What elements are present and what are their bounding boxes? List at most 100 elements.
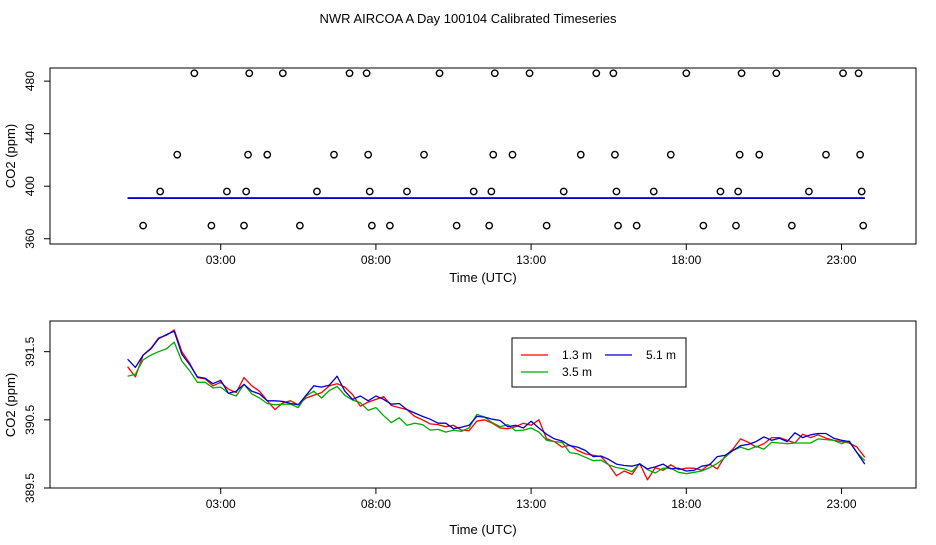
x-tick-label: 08:00 — [361, 497, 391, 511]
calibration-point — [822, 150, 830, 159]
calibration-point — [682, 69, 691, 78]
calibration-point — [854, 69, 863, 78]
bottom-x-axis: 03:00 08:00 13:00 18:00 23:00 — [206, 487, 857, 511]
calibration-point — [609, 69, 618, 78]
legend-label-5-1m: 5.1 m — [646, 348, 676, 362]
calibration-point — [190, 69, 199, 78]
calibration-point — [242, 187, 251, 196]
calibration-point — [278, 69, 287, 78]
figure-title: NWR AIRCOA A Day 100104 Calibrated Times… — [320, 11, 617, 26]
y-tick-label: 390.5 — [23, 404, 37, 434]
calibration-point — [592, 69, 601, 78]
calibration-point — [403, 187, 411, 196]
calibration-point — [632, 221, 641, 230]
calibration-point — [735, 150, 744, 159]
calibration-point — [420, 150, 428, 159]
calibration-point — [330, 150, 338, 159]
calibration-point — [139, 221, 148, 230]
top-x-axis-label: Time (UTC) — [449, 270, 516, 285]
calibration-point — [772, 69, 781, 78]
bottom-series-lines — [127, 329, 866, 481]
calibration-point — [559, 187, 568, 196]
calibration-point — [245, 69, 254, 78]
calibration-point — [787, 221, 796, 230]
calibration-point — [385, 221, 394, 230]
calibration-point — [716, 187, 725, 196]
x-tick-label: 13:00 — [516, 253, 546, 267]
y-tick-label: 391.5 — [23, 336, 37, 366]
calibration-point — [156, 187, 165, 196]
calibration-point — [485, 221, 494, 230]
calibration-point — [576, 150, 585, 159]
y-tick-label: 360 — [23, 228, 37, 248]
calibration-point — [839, 69, 847, 78]
series-line-1-3m — [127, 329, 866, 481]
calibration-point — [612, 187, 621, 196]
legend-box — [511, 337, 687, 388]
calibration-point — [295, 221, 304, 230]
x-tick-label: 03:00 — [206, 253, 236, 267]
calibration-point — [240, 221, 248, 230]
x-tick-label: 03:00 — [206, 497, 236, 511]
x-tick-label: 13:00 — [516, 497, 546, 511]
calibration-point — [755, 150, 764, 159]
top-y-axis: 360 400 440 480 — [23, 71, 51, 249]
top-y-axis-label: CO2 (ppm) — [3, 124, 18, 188]
calibration-point — [859, 221, 868, 230]
calibration-point — [362, 69, 371, 78]
y-tick-label: 400 — [23, 176, 37, 196]
calibration-point — [805, 187, 813, 196]
legend: 1.3 m 5.1 m 3.5 m — [511, 337, 687, 388]
calibration-point — [732, 221, 740, 230]
calibration-point — [542, 221, 551, 230]
calibration-point — [313, 187, 321, 196]
x-tick-label: 18:00 — [671, 253, 701, 267]
y-tick-label: 389.5 — [23, 473, 37, 503]
calibration-point — [223, 187, 231, 196]
calibration-point — [508, 150, 517, 159]
x-tick-label: 23:00 — [826, 253, 856, 267]
calibration-point — [490, 69, 499, 78]
calibration-point — [345, 69, 354, 78]
calibration-point — [469, 187, 478, 196]
calibration-point — [367, 221, 376, 230]
calibration-point — [364, 150, 373, 159]
calibration-point — [487, 187, 496, 196]
calibration-point — [489, 150, 498, 159]
calibration-point — [207, 221, 216, 230]
calibration-point — [737, 69, 746, 78]
series-line-5-1m — [127, 330, 866, 472]
calibration-point — [649, 187, 658, 196]
calibration-point — [244, 150, 252, 159]
calibration-point — [452, 221, 461, 230]
bottom-y-axis-label: CO2 (ppm) — [3, 373, 18, 437]
calibration-point — [614, 221, 622, 230]
calibration-point — [365, 187, 374, 196]
top-x-axis: 03:00 08:00 13:00 18:00 23:00 — [206, 243, 857, 267]
y-tick-label: 480 — [23, 71, 37, 91]
top-ambient-traces — [127, 197, 865, 200]
calibration-point — [173, 150, 182, 159]
legend-label-3-5m: 3.5 m — [562, 365, 592, 379]
calibration-point — [856, 150, 865, 159]
calibration-point — [263, 150, 272, 159]
calibration-point — [611, 150, 619, 159]
top-calibration-points — [139, 69, 868, 230]
top-panel: 360 400 440 480 03:00 08:00 13:00 18:00 23:00 T… — [3, 67, 917, 285]
y-tick-label: 440 — [23, 123, 37, 143]
bottom-panel: 389.5 390.5 391.5 03:00 08:00 13:00 18:00 23:0… — [3, 320, 917, 537]
legend-label-1-3m: 1.3 m — [562, 348, 592, 362]
x-tick-label: 23:00 — [826, 497, 856, 511]
calibration-point — [666, 150, 675, 159]
bottom-y-axis: 389.5 390.5 391.5 — [23, 336, 51, 503]
calibration-point — [857, 187, 866, 196]
calibration-point — [699, 221, 708, 230]
bottom-x-axis-label: Time (UTC) — [449, 522, 516, 537]
x-tick-label: 08:00 — [361, 253, 391, 267]
calibration-point — [734, 187, 743, 196]
x-tick-label: 18:00 — [671, 497, 701, 511]
calibration-point — [435, 69, 444, 78]
series-line-3-5m — [127, 341, 866, 475]
calibration-point — [525, 69, 534, 78]
